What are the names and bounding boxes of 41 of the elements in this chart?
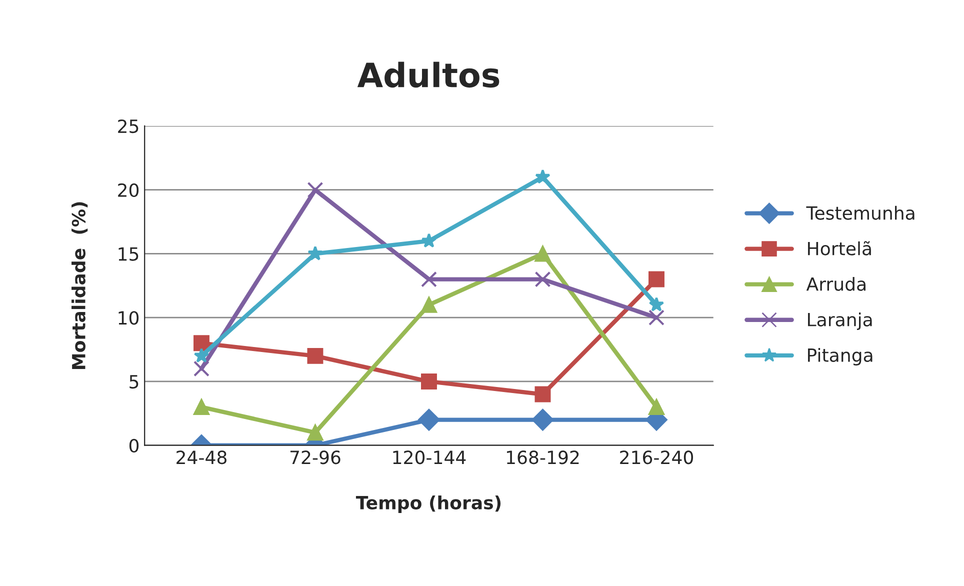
y-tick-label: 20 [118, 183, 139, 197]
y-tick-label: 25 [118, 119, 138, 134]
legend-label: Laranja [808, 312, 872, 330]
point [420, 296, 437, 313]
y-tick-label: 15 [118, 247, 138, 261]
legend-label: Arruda [806, 276, 866, 291]
point [420, 373, 437, 390]
point [648, 310, 664, 326]
point [648, 271, 664, 288]
point [194, 348, 210, 363]
point [418, 408, 440, 431]
point [534, 246, 551, 262]
point [307, 348, 324, 364]
point [532, 408, 554, 431]
y-tick-label: 10 [118, 311, 139, 325]
legend-label: Testemunha [806, 206, 914, 220]
x-tick-label: 168-192 [506, 450, 579, 464]
chart-title: Adultos [357, 62, 500, 88]
point [648, 399, 664, 416]
point [420, 271, 437, 288]
point [534, 386, 551, 402]
point [648, 296, 664, 312]
y-tick-label: 5 [130, 375, 138, 389]
point [421, 232, 437, 248]
point [307, 182, 324, 198]
y-tick-label: 0 [129, 438, 139, 452]
point [308, 246, 323, 260]
point [534, 271, 551, 288]
legend-label: Pitanga [808, 348, 872, 366]
point [535, 169, 550, 184]
point [193, 360, 210, 377]
point [193, 399, 210, 416]
x-axis-title: Tempo (horas) [356, 495, 501, 513]
point [193, 335, 210, 352]
legend-label: Hortelã [808, 241, 871, 256]
x-tick-label: 216-240 [620, 450, 694, 464]
point [307, 424, 324, 441]
y-axis-title: Mortalidade (%) [72, 202, 88, 369]
x-tick-label: 120-144 [393, 450, 466, 464]
x-tick-label: 72-96 [290, 450, 340, 464]
x-tick-label: 24-48 [176, 450, 226, 464]
